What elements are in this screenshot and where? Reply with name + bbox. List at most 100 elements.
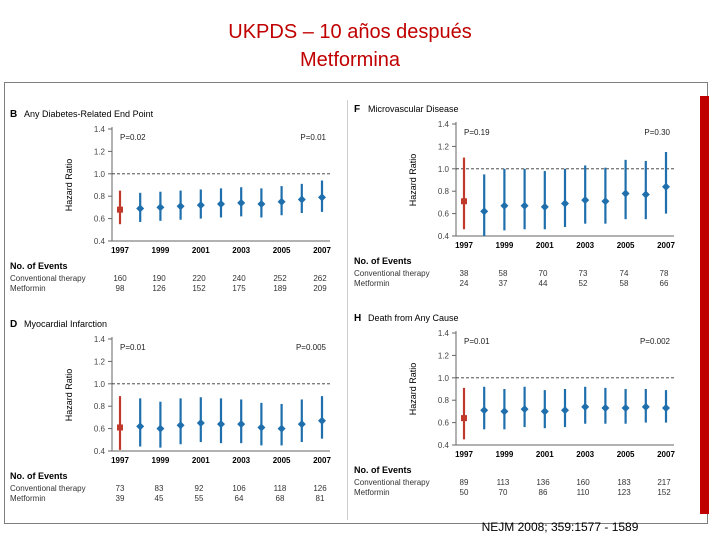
events-count: 89 (460, 478, 469, 487)
hazard-ratio-marker (277, 197, 286, 206)
y-tick-label: 1.0 (438, 374, 450, 383)
p-value-left: P=0.01 (464, 337, 490, 346)
panel-f-microvascular-disease: F Microvascular Disease Hazard Ratio 1.4 1.2… (354, 104, 675, 288)
hazard-ratio-marker (136, 204, 145, 213)
y-tick-label: 1.4 (438, 329, 450, 338)
events-count: 160 (113, 274, 127, 283)
panel-b-any-diabetes-end-point: B Any Diabetes-Related End Point Hazard Ra… (10, 109, 331, 293)
events-header: No. of Events (10, 471, 68, 481)
x-tick-label: 2005 (273, 246, 291, 255)
x-tick-label: 2003 (576, 241, 594, 250)
hazard-ratio-marker (601, 197, 610, 206)
p-value-left: P=0.01 (120, 343, 146, 352)
events-count: 175 (232, 284, 246, 293)
p-value-right: P=0.01 (300, 133, 326, 142)
events-row-label: Conventional therapy (10, 484, 86, 493)
x-tick-label: 2005 (617, 241, 635, 250)
panel-title: Myocardial Infarction (24, 319, 107, 329)
events-count: 38 (460, 269, 469, 278)
panel-letter: H (354, 313, 361, 324)
events-count: 64 (235, 494, 244, 503)
hazard-ratio-marker-1997 (461, 198, 467, 205)
y-tick-label: 0.8 (94, 192, 106, 201)
events-count: 126 (152, 284, 166, 293)
x-tick-label: 2001 (536, 241, 554, 250)
hazard-ratio-marker (318, 193, 326, 202)
hazard-ratio-marker (500, 407, 509, 416)
events-count: 152 (657, 488, 671, 497)
events-count: 190 (152, 274, 166, 283)
x-tick-label: 1999 (496, 450, 514, 459)
y-tick-label: 1.4 (94, 335, 106, 344)
hazard-ratio-marker (581, 196, 590, 205)
events-count: 106 (232, 484, 246, 493)
hazard-ratio-marker (318, 416, 326, 425)
events-row-label: Conventional therapy (354, 269, 430, 278)
hazard-ratio-marker (217, 420, 225, 429)
events-count: 217 (657, 478, 671, 487)
events-header: No. of Events (10, 261, 68, 271)
hazard-ratio-marker (176, 421, 185, 430)
events-row-label: Metformin (10, 284, 46, 293)
events-count: 24 (460, 279, 469, 288)
events-count: 73 (116, 484, 125, 493)
y-tick-label: 1.0 (94, 170, 106, 179)
y-axis-label: Hazard Ratio (64, 369, 74, 422)
events-count: 50 (460, 488, 469, 497)
events-count: 252 (273, 274, 287, 283)
panel-letter: F (354, 104, 360, 115)
panel-title: Microvascular Disease (368, 104, 459, 114)
events-count: 160 (576, 478, 590, 487)
hazard-ratio-marker (662, 182, 670, 191)
events-count: 44 (539, 279, 548, 288)
y-tick-label: 0.8 (94, 402, 106, 411)
events-count: 83 (155, 484, 164, 493)
panel-d-myocardial-infarction: D Myocardial Infarction Hazard Ratio 1.4 1.2… (10, 319, 331, 503)
y-tick-label: 1.2 (438, 351, 450, 360)
events-count: 70 (539, 269, 548, 278)
y-tick-label: 0.4 (438, 441, 450, 450)
events-count: 118 (274, 484, 287, 493)
hazard-ratio-marker (176, 202, 185, 211)
hazard-ratio-marker (662, 404, 670, 413)
events-count: 37 (499, 279, 508, 288)
events-count: 209 (313, 284, 327, 293)
x-tick-label: 1999 (496, 241, 514, 250)
y-tick-label: 0.4 (438, 232, 450, 241)
hazard-ratio-marker (561, 199, 569, 208)
events-header: No. of Events (354, 256, 412, 266)
hazard-ratio-marker (257, 200, 266, 209)
events-count: 45 (155, 494, 164, 503)
x-tick-label: 2003 (232, 246, 250, 255)
events-count: 58 (620, 279, 629, 288)
x-tick-label: 2005 (273, 456, 291, 465)
events-count: 55 (195, 494, 204, 503)
p-value-left: P=0.02 (120, 133, 146, 142)
events-row-label: Metformin (10, 494, 46, 503)
panel-letter: D (10, 319, 17, 330)
x-tick-label: 2007 (313, 456, 331, 465)
hazard-ratio-marker (237, 198, 246, 207)
panel-title: Death from Any Cause (368, 313, 459, 323)
y-tick-label: 1.2 (438, 142, 450, 151)
hazard-ratio-marker (237, 420, 246, 429)
hazard-ratio-marker (621, 189, 630, 198)
y-tick-label: 1.4 (94, 125, 106, 134)
x-tick-label: 2003 (576, 450, 594, 459)
hazard-ratio-marker (217, 200, 225, 209)
x-tick-label: 2007 (313, 246, 331, 255)
hazard-ratio-marker (156, 424, 165, 433)
events-row-label: Metformin (354, 279, 390, 288)
hazard-ratio-marker (540, 407, 549, 416)
x-tick-label: 1999 (152, 456, 170, 465)
events-count: 126 (313, 484, 327, 493)
hazard-ratio-marker (561, 406, 569, 415)
slide-title-line2: Metformina (299, 49, 401, 71)
hazard-ratio-marker (520, 405, 529, 414)
x-tick-label: 1999 (152, 246, 170, 255)
events-count: 152 (192, 284, 206, 293)
p-value-right: P=0.002 (640, 337, 671, 346)
events-count: 123 (617, 488, 631, 497)
slide-title: UKPDS – 10 años después Metformina (0, 18, 700, 74)
events-row-label: Conventional therapy (10, 274, 86, 283)
